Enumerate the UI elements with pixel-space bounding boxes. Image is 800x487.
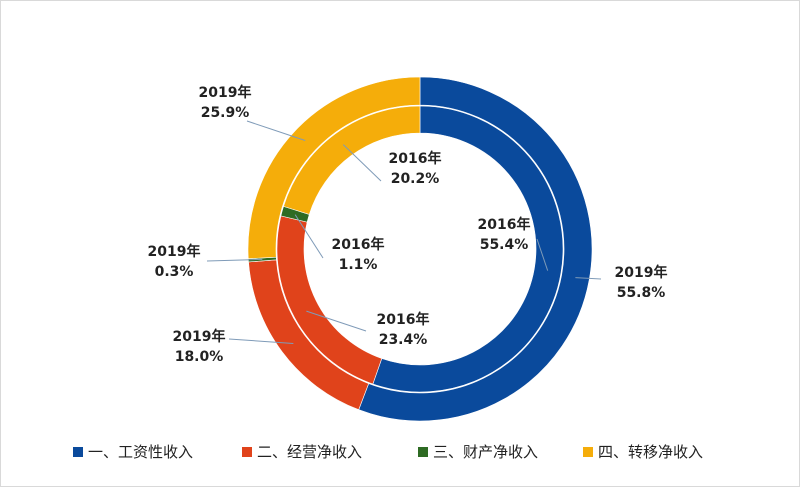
outer-label-year-4: 2019年: [199, 84, 252, 101]
outer-label-year-1: 2019年: [615, 264, 668, 281]
outer-ring-slice-4: [247, 76, 421, 260]
inner-label-value-1: 55.4%: [480, 237, 529, 253]
outer-leader-line-1: [575, 277, 602, 280]
outer-leader-line-4: [246, 120, 306, 141]
legend-label-2: 二、经营净收入: [257, 443, 362, 461]
inner-leader-line-4: [342, 144, 382, 182]
outer-leader-line-3: [206, 258, 263, 262]
leader-lines: [206, 120, 602, 344]
outer-label-year-2: 2019年: [173, 328, 226, 345]
outer-leader-line-2: [228, 338, 294, 344]
outer-label-value-1: 55.8%: [617, 285, 666, 301]
outer-label-value-2: 18.0%: [175, 349, 224, 365]
inner-label-year-3: 2016年: [332, 236, 385, 253]
outer-label-year-3: 2019年: [148, 243, 201, 260]
data-labels: 2019年 55.8% 2019年 18.0% 2019年 0.3% 2019年 25.9% 2…: [148, 84, 668, 365]
legend: 一、工资性收入 二、经营净收入 三、财产净收入 四、转移净收入: [73, 443, 703, 461]
inner-label-year-2: 2016年: [377, 311, 430, 328]
outer-ring-slice-1: [358, 76, 593, 422]
legend-label-4: 四、转移净收入: [598, 443, 703, 461]
legend-swatch-3: [418, 447, 428, 457]
outer-label-value-3: 0.3%: [155, 264, 194, 280]
legend-label-3: 三、财产净收入: [433, 443, 538, 461]
legend-swatch-2: [242, 447, 252, 457]
inner-label-value-4: 20.2%: [391, 171, 440, 187]
inner-label-value-3: 1.1%: [339, 257, 378, 273]
inner-label-year-1: 2016年: [478, 216, 531, 233]
inner-label-value-2: 23.4%: [379, 332, 428, 348]
legend-swatch-4: [583, 447, 593, 457]
inner-leader-line-2: [306, 310, 367, 332]
inner-ring-slice-4: [283, 105, 421, 215]
inner-label-year-4: 2016年: [389, 150, 442, 167]
inner-leader-line-1: [536, 238, 549, 271]
legend-label-1: 一、工资性收入: [88, 443, 193, 461]
outer-label-value-4: 25.9%: [201, 105, 250, 121]
legend-swatch-1: [73, 447, 83, 457]
inner-leader-line-3: [294, 214, 324, 259]
donut-rings: [247, 76, 593, 422]
inner-ring-slice-1: [372, 105, 564, 393]
